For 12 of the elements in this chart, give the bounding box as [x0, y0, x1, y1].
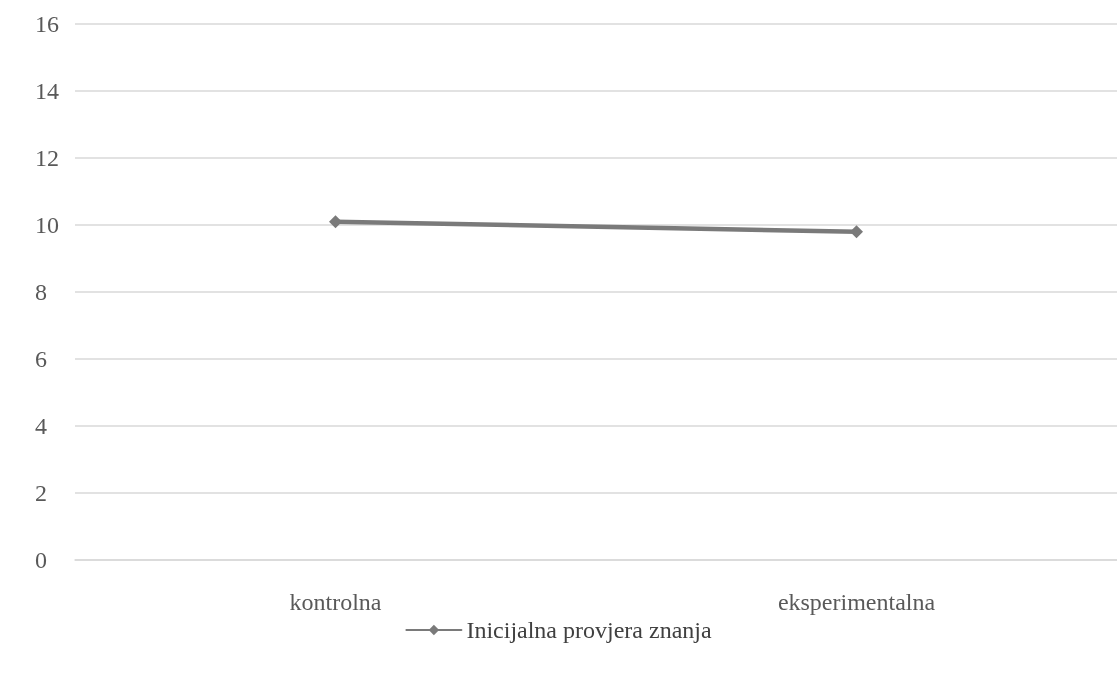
y-tick-label: 16 [35, 11, 59, 37]
y-tick-label: 2 [35, 480, 47, 506]
y-tick-label: 4 [35, 413, 47, 439]
x-tick-label: kontrolna [289, 589, 382, 615]
y-tick-label: 12 [35, 145, 59, 171]
x-tick-label: eksperimentalna [777, 589, 936, 615]
y-tick-label: 0 [35, 547, 47, 573]
y-tick-label: 8 [35, 279, 47, 305]
y-tick-label: 10 [35, 212, 59, 238]
y-tick-label: 6 [35, 346, 47, 372]
legend-label: Inicijalna provjera znanja [466, 617, 712, 643]
y-tick-label: 14 [35, 78, 59, 104]
